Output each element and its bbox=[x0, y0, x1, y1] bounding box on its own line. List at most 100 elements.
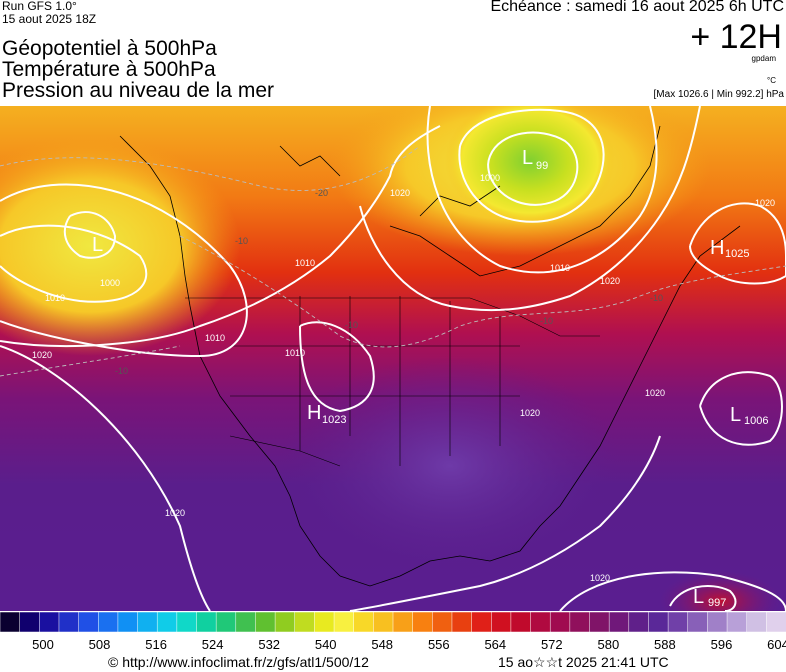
purple-region-central bbox=[280, 356, 620, 576]
isobar-label: 1020 bbox=[165, 508, 185, 518]
colorbar-tick-label: 516 bbox=[145, 637, 167, 652]
colorbar-swatch bbox=[648, 612, 669, 632]
colorbar-tick-label: 524 bbox=[201, 637, 224, 652]
colorbar-swatch bbox=[137, 612, 159, 632]
yellow-region-west bbox=[0, 136, 240, 356]
source-url[interactable]: © http://www.infoclimat.fr/z/gfs/atl1/50… bbox=[108, 654, 369, 670]
colorbar-swatch bbox=[117, 612, 139, 632]
colorbar-swatch bbox=[78, 612, 100, 632]
isotherm-labels: -20 -10 -10 -10 -10 -10 bbox=[115, 188, 663, 376]
colorbar-swatch bbox=[707, 612, 728, 632]
colorbar-tick-label: 604 bbox=[767, 637, 786, 652]
isobar-label: 1020 bbox=[520, 408, 540, 418]
colorbar-swatch bbox=[510, 612, 532, 632]
high-center-east-value: 1025 bbox=[725, 248, 749, 260]
colorbar-swatch bbox=[589, 612, 610, 632]
high-center-rockies-value: 1023 bbox=[322, 414, 346, 426]
colorbar-tick-label: 596 bbox=[710, 637, 733, 652]
colorbar-swatch bbox=[314, 612, 335, 632]
colorbar-tick-label: 540 bbox=[314, 637, 337, 652]
colorbar-swatch bbox=[235, 612, 257, 632]
colorbar-tick-label: 564 bbox=[484, 637, 507, 652]
colorbar-swatch bbox=[549, 612, 571, 632]
colorbar-swatch bbox=[176, 612, 198, 632]
colorbar-swatch bbox=[255, 612, 276, 632]
isobar-labels: 1000 1010 1020 1020 1010 1020 1020 1020 … bbox=[32, 173, 775, 583]
isobar-label: 1000 bbox=[100, 278, 120, 288]
colorbar-swatch bbox=[766, 612, 786, 632]
lead-time: + 12H bbox=[690, 18, 782, 56]
forecast-validity: Echéance : samedi 16 aout 2025 6h UTC bbox=[490, 0, 784, 15]
isobar-label: 1020 bbox=[590, 573, 610, 583]
generation-date: 15 ao☆☆t 2025 21:41 UTC bbox=[498, 654, 669, 670]
colorbar-swatch bbox=[726, 612, 748, 632]
colorbar-swatch bbox=[491, 612, 512, 632]
colorbar-tick-label: 500 bbox=[32, 637, 54, 652]
isotherm-label: -10 bbox=[115, 366, 128, 376]
colorbar-tick-label: 548 bbox=[371, 637, 394, 652]
map-titles: Géopotentiel à 500hPa Température à 500h… bbox=[2, 38, 274, 101]
colorbar-swatch bbox=[0, 612, 21, 632]
low-center-north: L bbox=[522, 147, 533, 169]
coastlines bbox=[119, 125, 741, 587]
run-date: 15 aout 2025 18Z bbox=[2, 12, 97, 26]
colorbar-swatch bbox=[530, 612, 552, 632]
colorbar bbox=[0, 612, 786, 632]
run-info: Run GFS 1.0° 15 aout 2025 18Z bbox=[2, 0, 96, 26]
colorbar-tick-label: 508 bbox=[88, 637, 111, 652]
isobar-label: 1010 bbox=[205, 333, 225, 343]
colorbar-swatch bbox=[569, 612, 591, 632]
isobar-label: 1020 bbox=[600, 276, 620, 286]
colorbar-swatch bbox=[628, 612, 650, 632]
low-center-north-value: 99 bbox=[536, 160, 548, 172]
colorbar-swatch bbox=[432, 612, 453, 632]
isobar-label: 1010 bbox=[550, 263, 570, 273]
isobar-label: 1020 bbox=[32, 350, 52, 360]
isobar-label: 1020 bbox=[755, 198, 775, 208]
colorbar-swatch bbox=[451, 612, 473, 632]
colorbar-swatch bbox=[471, 612, 493, 632]
pressure-max-min: [Max 1026.6 | Min 992.2] hPa bbox=[653, 89, 784, 100]
title-pressure: Pression au niveau de la mer bbox=[2, 79, 274, 102]
high-low-centers: L 99 H 1025 L 1006 H 1023 L 997 L bbox=[92, 147, 768, 609]
unit-gpdam: gpdam bbox=[751, 54, 776, 63]
colorbar-swatch bbox=[274, 612, 296, 632]
unit-celsius: °C bbox=[767, 76, 776, 85]
colorbar-tick-label: 572 bbox=[540, 637, 563, 652]
colorbar-tick-label: 580 bbox=[597, 637, 620, 652]
colorbar-tick-label: 556 bbox=[427, 637, 450, 652]
green-low-core bbox=[445, 106, 615, 226]
isobars bbox=[0, 106, 786, 611]
isotherm-label: -10 bbox=[235, 236, 248, 246]
isobar-label: 1000 bbox=[480, 173, 500, 183]
colorbar-swatch bbox=[333, 612, 355, 632]
colorbar-swatch bbox=[608, 612, 630, 632]
colorbar-swatch bbox=[373, 612, 394, 632]
colorbar-tick-label: 532 bbox=[258, 637, 281, 652]
title-geopotential: Géopotentiel à 500hPa bbox=[2, 37, 217, 60]
colorbar-swatch bbox=[58, 612, 80, 632]
borders bbox=[185, 296, 600, 467]
colorbar-swatch bbox=[294, 612, 316, 632]
colorbar-swatch bbox=[156, 612, 178, 632]
isotherm-label: -10 bbox=[540, 316, 553, 326]
run-model: Run GFS 1.0° bbox=[2, 0, 77, 13]
colorbar-swatch bbox=[353, 612, 375, 632]
colorbar-swatch bbox=[19, 612, 41, 632]
colorbar-swatch bbox=[392, 612, 414, 632]
title-temperature: Température à 500hPa bbox=[2, 58, 216, 81]
isotherm-label: -10 bbox=[345, 320, 358, 330]
colorbar-swatch bbox=[667, 612, 689, 632]
isotherm-label: -10 bbox=[650, 293, 663, 303]
low-center-pacific: L bbox=[92, 234, 103, 256]
colorbar-swatch bbox=[39, 612, 60, 632]
colorbar-swatch bbox=[687, 612, 709, 632]
isobar-label: 1020 bbox=[390, 188, 410, 198]
weather-map: L 99 H 1025 L 1006 H 1023 L 997 L 1000 1… bbox=[0, 106, 786, 611]
isobar-label: 1010 bbox=[295, 258, 315, 268]
colorbar-tick-label: 588 bbox=[654, 637, 676, 652]
isobar-label: 1020 bbox=[645, 388, 665, 398]
colorbar-swatch bbox=[746, 612, 768, 632]
colorbar-swatch bbox=[196, 612, 217, 632]
low-center-atlantic: L bbox=[730, 404, 741, 426]
